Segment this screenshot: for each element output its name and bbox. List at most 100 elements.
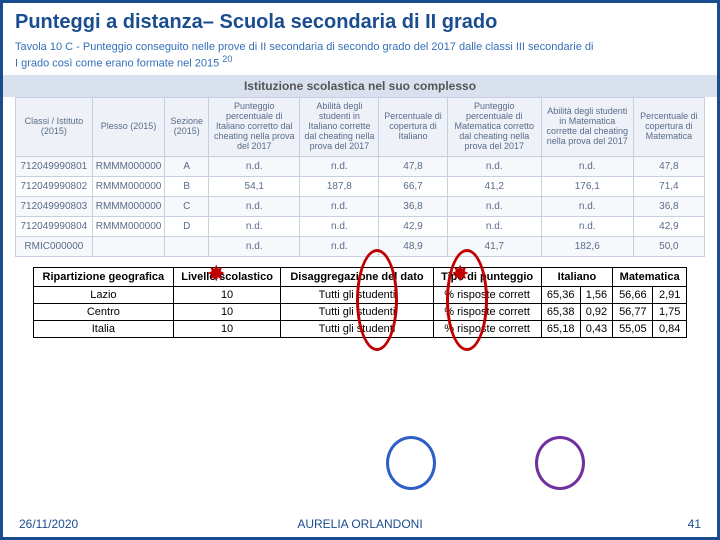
table2-header: Livello scolastico (173, 267, 281, 286)
table1-header: Plesso (2015) (92, 98, 165, 156)
table1-header: Abilità degli studenti in Matematica cor… (541, 98, 633, 156)
table-cell: RMMM000000 (92, 216, 165, 236)
table-cell: n.d. (300, 216, 379, 236)
table-cell: Lazio (34, 286, 174, 303)
highlight-oval (535, 436, 585, 490)
table2-header: Ripartizione geografica (34, 267, 174, 286)
table2-wrap: Ripartizione geograficaLivello scolastic… (3, 257, 717, 338)
section-banner: Istituzione scolastica nel suo complesso (3, 75, 717, 97)
table-cell: 10 (173, 320, 281, 337)
table-cell: 56,66 (613, 286, 653, 303)
table-caption: Tavola 10 C - Punteggio conseguito nelle… (3, 38, 717, 71)
table-cell: 10 (173, 303, 281, 320)
table1: Classi / Istituto (2015)Plesso (2015)Sez… (15, 97, 705, 256)
table1-header: Punteggio percentuale di Italiano corret… (209, 98, 300, 156)
table-row: 712049990801RMMM000000An.d.n.d.47,8n.d.n… (16, 156, 705, 176)
table1-wrap: Classi / Istituto (2015)Plesso (2015)Sez… (3, 97, 717, 256)
table-cell: 1,56 (580, 286, 613, 303)
slide: Punteggi a distanza– Scuola secondaria d… (0, 0, 720, 540)
table-cell: 65,18 (541, 320, 580, 337)
table-cell: 42,9 (379, 216, 448, 236)
table-cell: 41,7 (447, 236, 541, 256)
table-cell: n.d. (447, 156, 541, 176)
table-cell: RMMM000000 (92, 156, 165, 176)
table-cell: n.d. (447, 216, 541, 236)
table-cell: D (165, 216, 209, 236)
footer-page: 41 (531, 517, 702, 531)
table-row: Italia10Tutti gli studenti% risposte cor… (34, 320, 687, 337)
table2-header: Disaggregazione del dato (281, 267, 433, 286)
table-cell: 182,6 (541, 236, 633, 256)
caption-line1: Tavola 10 C - Punteggio conseguito nelle… (15, 41, 593, 53)
table2-header: Matematica (613, 267, 687, 286)
highlight-oval (386, 436, 436, 490)
table-cell: 10 (173, 286, 281, 303)
table-cell: n.d. (541, 156, 633, 176)
table-cell: RMMM000000 (92, 196, 165, 216)
table-cell: 56,77 (613, 303, 653, 320)
table-cell: n.d. (209, 156, 300, 176)
table-cell: C (165, 196, 209, 216)
table-cell: Tutti gli studenti (281, 320, 433, 337)
table1-header: Punteggio percentuale di Matematica corr… (447, 98, 541, 156)
table1-header: Abilità degli studenti in Italiano corre… (300, 98, 379, 156)
table-cell: A (165, 156, 209, 176)
table-cell: n.d. (300, 156, 379, 176)
table-cell: 66,7 (379, 176, 448, 196)
footer-date: 26/11/2020 (19, 517, 190, 531)
table-cell: n.d. (209, 216, 300, 236)
table-cell: Centro (34, 303, 174, 320)
table-cell: 47,8 (633, 156, 704, 176)
table1-header: Percentuale di copertura di Matematica (633, 98, 704, 156)
caption-line2: I grado così come erano formate nel 2015 (15, 58, 219, 70)
table1-header: Percentuale di copertura di Italiano (379, 98, 448, 156)
table-cell: Tutti gli studenti (281, 286, 433, 303)
table2-header: Italiano (541, 267, 613, 286)
table-cell: Italia (34, 320, 174, 337)
table-cell: % risposte corrett (433, 320, 541, 337)
table-cell: 0,92 (580, 303, 613, 320)
table-cell: 2,91 (653, 286, 687, 303)
table-cell: 1,75 (653, 303, 687, 320)
table1-header: Classi / Istituto (2015) (16, 98, 93, 156)
table-cell: 65,38 (541, 303, 580, 320)
table-cell: 176,1 (541, 176, 633, 196)
table-cell: 712049990801 (16, 156, 93, 176)
table-cell: 0,84 (653, 320, 687, 337)
slide-title: Punteggi a distanza– Scuola secondaria d… (3, 3, 717, 38)
table-row: Centro10Tutti gli studenti% risposte cor… (34, 303, 687, 320)
table-cell: 36,8 (633, 196, 704, 216)
table-cell: 712049990803 (16, 196, 93, 216)
table-cell: RMMM000000 (92, 176, 165, 196)
table-row: 712049990804RMMM000000Dn.d.n.d.42,9n.d.n… (16, 216, 705, 236)
table-cell: 36,8 (379, 196, 448, 216)
table-cell: 712049990802 (16, 176, 93, 196)
table-row: 712049990802RMMM000000B54,1187,866,741,2… (16, 176, 705, 196)
table-cell: 48,9 (379, 236, 448, 256)
table-cell: % risposte corrett (433, 286, 541, 303)
table2: Ripartizione geograficaLivello scolastic… (33, 267, 687, 338)
table1-header: Sezione (2015) (165, 98, 209, 156)
table-cell: n.d. (300, 236, 379, 256)
table-cell: 42,9 (633, 216, 704, 236)
table-cell: Tutti gli studenti (281, 303, 433, 320)
table-cell: 712049990804 (16, 216, 93, 236)
table-cell (92, 236, 165, 256)
table-cell: 0,43 (580, 320, 613, 337)
table-cell: n.d. (541, 216, 633, 236)
table-cell: n.d. (209, 236, 300, 256)
table-cell: n.d. (209, 196, 300, 216)
table-cell: % risposte corrett (433, 303, 541, 320)
table-cell: n.d. (300, 196, 379, 216)
table-row: Lazio10Tutti gli studenti% risposte corr… (34, 286, 687, 303)
table-cell: n.d. (447, 196, 541, 216)
table-cell: 50,0 (633, 236, 704, 256)
table2-header: Tipo di punteggio (433, 267, 541, 286)
table-row: 712049990803RMMM000000Cn.d.n.d.36,8n.d.n… (16, 196, 705, 216)
table-cell: n.d. (541, 196, 633, 216)
table-cell: 41,2 (447, 176, 541, 196)
caption-footnote: 20 (222, 54, 232, 64)
table-cell: 54,1 (209, 176, 300, 196)
table-cell: 187,8 (300, 176, 379, 196)
footer: 26/11/2020 AURELIA ORLANDONI 41 (3, 517, 717, 531)
